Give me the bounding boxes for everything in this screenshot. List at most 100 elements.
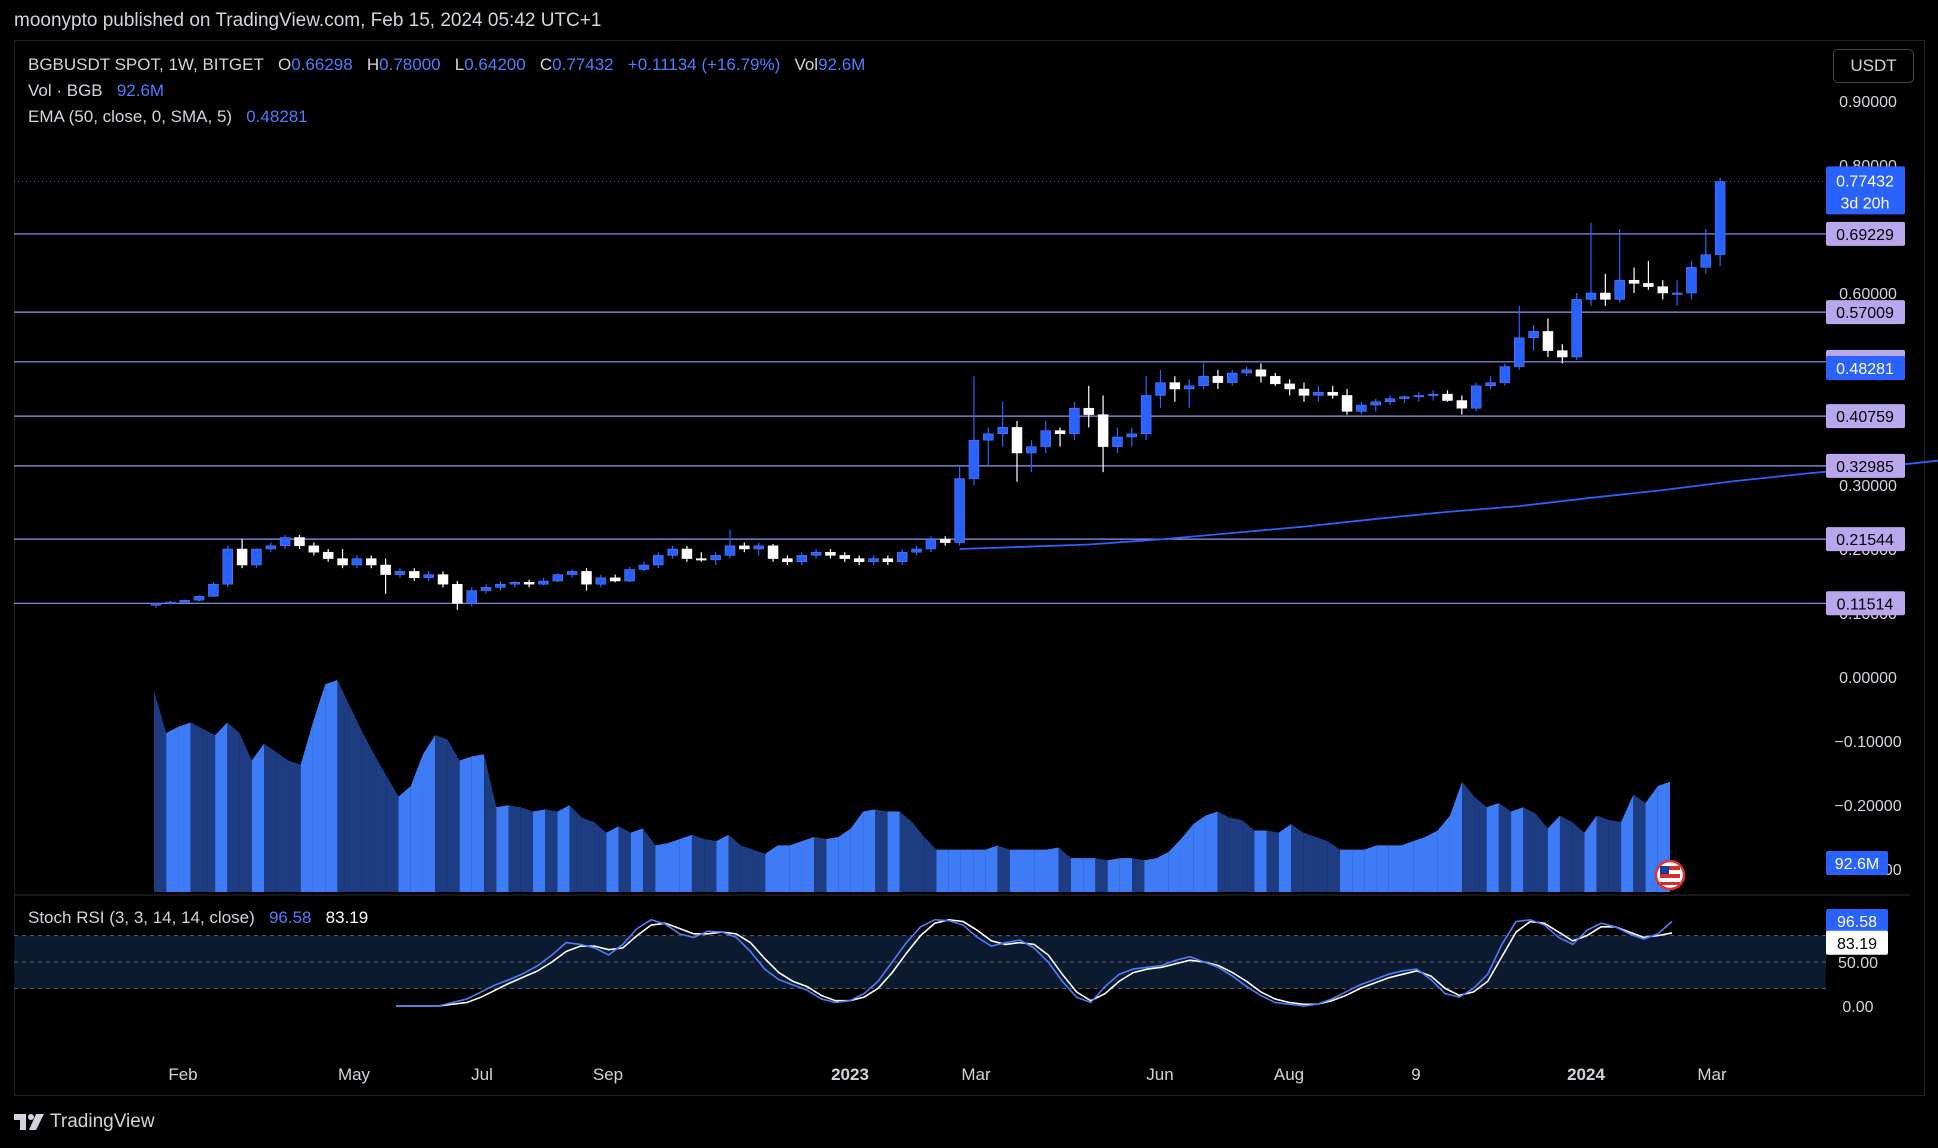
price-axis-tick: −0.20000 bbox=[1834, 798, 1901, 815]
volume-segment bbox=[276, 752, 289, 892]
candle-body bbox=[1600, 292, 1611, 300]
candle-body bbox=[1054, 430, 1066, 435]
volume-segment bbox=[410, 754, 423, 892]
chart-frame[interactable] bbox=[14, 40, 1925, 1096]
candle-body bbox=[165, 601, 176, 604]
volume-indicator-value: 92.6M bbox=[116, 81, 165, 100]
volume-segment bbox=[1022, 849, 1035, 892]
time-axis-tick: Mar bbox=[1697, 1065, 1727, 1084]
volume-indicator-label[interactable]: Vol · BGB bbox=[28, 81, 103, 100]
close-label: C bbox=[539, 55, 553, 74]
level-badge bbox=[1826, 591, 1905, 616]
candle-body bbox=[294, 537, 305, 547]
candle-body bbox=[1514, 337, 1525, 367]
candle-body bbox=[1083, 407, 1094, 415]
volume-segment bbox=[202, 728, 216, 892]
high-value: 0.78000 bbox=[379, 55, 441, 74]
stoch-k-badge-text: 96.58 bbox=[1837, 914, 1877, 931]
time-axis-tick: 2023 bbox=[831, 1065, 869, 1084]
level-badge-text: 0.11514 bbox=[1837, 596, 1894, 613]
candle-body bbox=[1413, 395, 1425, 398]
candle-body bbox=[452, 583, 463, 604]
volume-segment bbox=[789, 841, 802, 892]
stoch-axis-tick: 50.00 bbox=[1838, 955, 1878, 972]
time-axis-tick: Jun bbox=[1146, 1065, 1173, 1084]
volume-segment bbox=[765, 845, 778, 892]
candle-body bbox=[236, 548, 248, 566]
volume-segment bbox=[985, 845, 998, 892]
candle-body bbox=[1585, 292, 1597, 300]
candle-countdown: 3d 20h bbox=[1841, 195, 1890, 212]
candle-body bbox=[1298, 388, 1310, 396]
ema-badge bbox=[1826, 356, 1905, 381]
volume-segment bbox=[215, 722, 228, 892]
time-axis-tick: Feb bbox=[168, 1065, 197, 1084]
stoch-d-line bbox=[396, 918, 1673, 1007]
price-axis-tick: 0.00000 bbox=[1839, 670, 1897, 687]
symbol-title[interactable]: BGBUSDT SPOT, 1W, BITGET bbox=[28, 55, 264, 74]
volume-segment bbox=[1425, 830, 1438, 892]
volume-segment bbox=[679, 834, 692, 892]
candle-body bbox=[265, 545, 277, 550]
volume-segment bbox=[1523, 807, 1536, 892]
candle-body bbox=[825, 551, 836, 556]
candle-body bbox=[208, 583, 219, 597]
level-badge-text: 0.69229 bbox=[1836, 227, 1894, 244]
volume-segment bbox=[1388, 845, 1402, 892]
candle-body bbox=[1097, 414, 1109, 447]
us-flag-event-icon[interactable] bbox=[1654, 859, 1686, 891]
volume-segment bbox=[545, 809, 558, 892]
candle-body bbox=[1241, 369, 1252, 374]
volume-segment bbox=[936, 849, 949, 892]
candle-body bbox=[868, 558, 879, 563]
volume-segment bbox=[753, 849, 766, 892]
stoch-rsi-label[interactable]: Stoch RSI (3, 3, 14, 14, close) bbox=[28, 908, 255, 927]
volume-segment bbox=[569, 805, 582, 892]
volume-segment bbox=[655, 843, 668, 892]
candle-body bbox=[896, 551, 908, 563]
volume-segment bbox=[912, 822, 925, 892]
candle-body bbox=[1571, 299, 1582, 358]
time-axis-tick: May bbox=[338, 1065, 371, 1084]
candle-body bbox=[1284, 383, 1295, 390]
candle-body bbox=[1628, 279, 1640, 284]
volume-badge bbox=[1826, 851, 1888, 875]
candle-body bbox=[308, 545, 320, 553]
candle-body bbox=[1212, 375, 1224, 383]
volume-segment bbox=[667, 839, 680, 892]
open-value: 0.66298 bbox=[291, 55, 353, 74]
candle-body bbox=[1384, 398, 1396, 403]
volume-segment bbox=[1352, 849, 1365, 892]
vol-label: Vol bbox=[794, 55, 819, 74]
candle-body bbox=[351, 558, 363, 566]
currency-button[interactable]: USDT bbox=[1833, 49, 1914, 83]
volume-segment bbox=[1633, 794, 1646, 892]
open-label: O bbox=[278, 55, 292, 74]
volume-segment bbox=[239, 733, 252, 892]
volume-segment bbox=[288, 760, 301, 892]
candle-body bbox=[366, 558, 377, 566]
volume-segment bbox=[471, 754, 485, 892]
volume-segment bbox=[716, 834, 729, 892]
volume-segment bbox=[251, 743, 265, 892]
volume-segment bbox=[349, 705, 362, 892]
candle-body bbox=[523, 582, 535, 585]
candle-body bbox=[1327, 391, 1338, 396]
volume-segment bbox=[508, 805, 521, 892]
candle-body bbox=[940, 539, 951, 543]
level-badge-text: 0.32985 bbox=[1836, 459, 1894, 476]
ema-indicator-label[interactable]: EMA (50, close, 0, SMA, 5) bbox=[28, 107, 233, 126]
volume-segment bbox=[704, 839, 717, 892]
ema-line bbox=[959, 459, 1938, 550]
candle-body bbox=[653, 555, 664, 566]
tradingview-brand[interactable]: TradingView bbox=[14, 1111, 155, 1133]
volume-segment bbox=[1193, 815, 1206, 892]
candle-body bbox=[1399, 396, 1410, 399]
candle-body bbox=[1126, 433, 1138, 438]
volume-segment bbox=[361, 730, 375, 892]
volume-segment bbox=[1009, 849, 1023, 892]
candle-body bbox=[1657, 286, 1668, 294]
candle-body bbox=[251, 548, 262, 566]
stoch-k-value: 96.58 bbox=[268, 908, 312, 927]
